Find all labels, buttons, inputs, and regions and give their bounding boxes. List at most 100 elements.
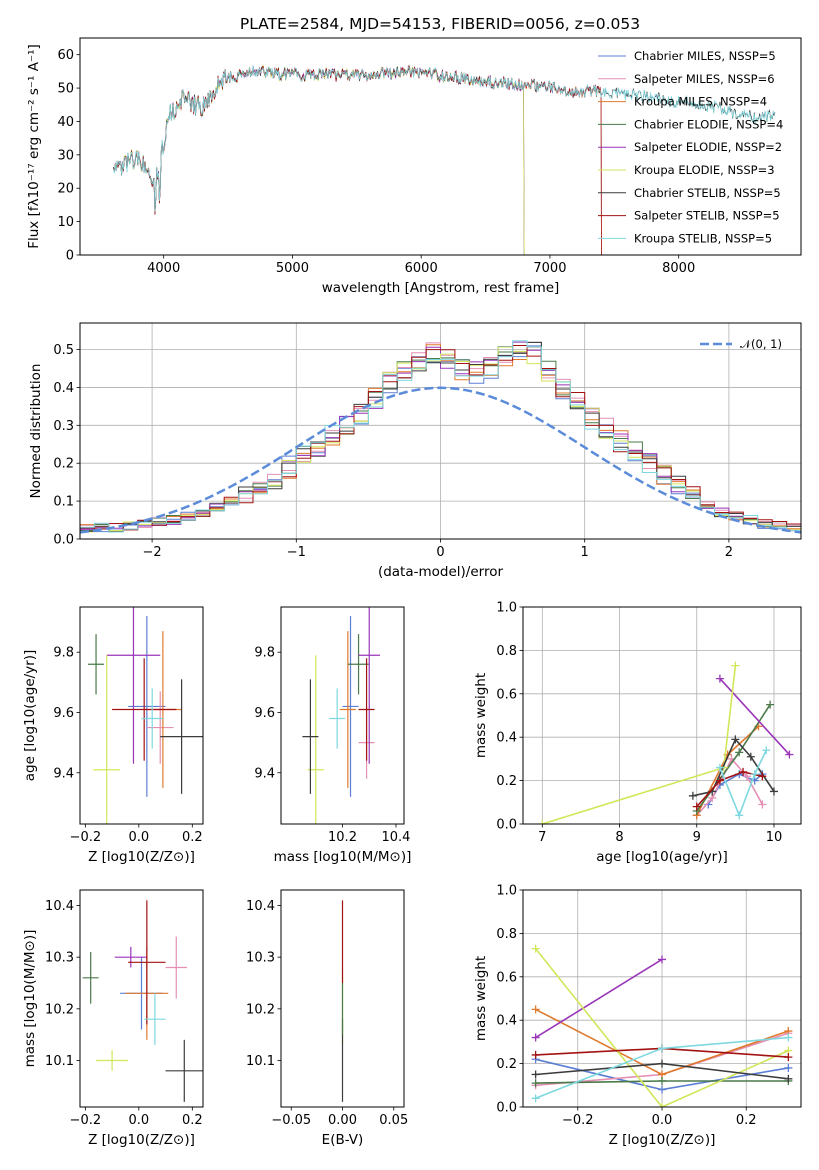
y-tick-label: 0.0	[496, 1101, 517, 1116]
z-weight-panel: −0.2 0.0 0.2 0.0 0.2 0.4 0.6 0.8 1.0 Z [log10(Z/Z…	[473, 884, 802, 1148]
weight-marker	[784, 1053, 793, 1062]
x-tick-label: 0.0	[652, 1113, 673, 1128]
x-tick-label: −0.2	[70, 830, 102, 845]
legend-label: Kroupa STELIB, NSSP=5	[634, 231, 772, 245]
y-tick-label: 9.4	[53, 766, 74, 781]
legend-label: Chabrier ELODIE, NSSP=4	[634, 117, 783, 131]
weight-series-line	[719, 678, 790, 756]
weight-marker	[784, 1063, 793, 1072]
legend-label: Kroupa MILES, NSSP=4	[634, 95, 767, 109]
x-axis-label: mass [log10(M/M⊙)]	[274, 849, 412, 865]
x-tick-label: 0.2	[182, 830, 203, 845]
weight-marker	[762, 746, 771, 755]
axes-frame	[79, 606, 204, 825]
y-tick-label: 0	[66, 249, 74, 264]
axes-frame	[79, 322, 802, 540]
weight-marker	[739, 767, 748, 776]
weight-marker	[658, 1085, 666, 1094]
weight-marker	[658, 1059, 666, 1068]
weight-series-line	[719, 749, 768, 818]
legend-label: Salpeter STELIB, NSSP=5	[634, 209, 780, 223]
y-tick-label: 10	[57, 215, 74, 230]
weight-marker	[531, 1050, 540, 1059]
y-tick-label: 0.4	[496, 731, 517, 746]
histogram-step	[80, 340, 801, 533]
z-mass-panel: −0.2 0.0 0.2 10.1 10.2 10.3 10.4 Z [log10(Z/Z⊙)…	[22, 889, 204, 1148]
weight-marker	[735, 811, 744, 820]
weight-marker	[531, 1094, 540, 1103]
spectrum-line	[113, 65, 776, 212]
weight-marker	[735, 748, 744, 757]
x-axis-label: (data-model)/error	[378, 564, 504, 580]
x-tick-label: −0.05	[271, 1113, 311, 1128]
weight-marker	[531, 1070, 540, 1079]
x-tick-label: 0.2	[736, 1113, 757, 1128]
y-tick-label: 1.0	[496, 601, 517, 616]
x-tick-label: 0.05	[379, 1113, 408, 1128]
x-tick-label: 0.00	[328, 1113, 357, 1128]
x-tick-label: −2	[143, 545, 162, 560]
errorbars	[82, 900, 203, 1102]
weight-marker	[784, 1074, 793, 1083]
x-tick-label: 0.2	[182, 1113, 203, 1128]
y-axis-label: mass weight	[473, 956, 489, 1041]
y-axis-label: Flux [fλ10⁻¹⁷ erg cm⁻² s⁻¹ A⁻¹]	[26, 44, 42, 249]
histogram-step	[80, 346, 801, 533]
y-tick-label: 0.6	[496, 970, 517, 985]
y-tick-label: 10.4	[45, 899, 74, 914]
ebv-mass-panel: −0.05 0.00 0.05 10.1 10.2 10.3 10.4 E(B-V)	[246, 889, 408, 1148]
x-tick-label: 1	[581, 545, 589, 560]
y-tick-label: 10.2	[45, 1002, 74, 1017]
spectrum-lines	[113, 64, 776, 255]
axes-frame	[280, 889, 405, 1108]
x-tick-label: 6000	[405, 261, 438, 276]
legend-label: Salpeter ELODIE, NSSP=2	[634, 140, 782, 154]
spectrum-legend: Chabrier MILES, NSSP=5 Salpeter MILES, NS…	[598, 49, 783, 245]
x-tick-label: 2	[725, 545, 733, 560]
y-axis-label: mass weight	[473, 673, 489, 758]
x-tick-label: 0	[436, 545, 444, 560]
x-tick-label: 10.2	[328, 830, 357, 845]
x-tick-label: 8000	[662, 261, 695, 276]
weight-marker	[531, 1033, 540, 1042]
y-tick-label: 50	[57, 82, 74, 97]
histogram-legend: 𝒩(0, 1)	[700, 337, 782, 351]
y-tick-label: 0.3	[53, 419, 74, 434]
x-tick-label: 10	[766, 830, 783, 845]
x-axis-label: wavelength [Angstrom, rest frame]	[322, 280, 560, 296]
x-tick-label: 5000	[276, 261, 309, 276]
x-tick-label: 7	[538, 830, 546, 845]
y-tick-label: 0.6	[496, 687, 517, 702]
weight-marker	[784, 1033, 793, 1042]
y-tick-label: 9.6	[53, 706, 74, 721]
weight-marker	[758, 800, 767, 809]
x-axis-label: Z [log10(Z/Z⊙)]	[609, 1132, 716, 1148]
y-tick-label: 10.2	[246, 1002, 275, 1017]
legend-label: Kroupa ELODIE, NSSP=3	[634, 163, 775, 177]
y-tick-label: 40	[57, 115, 74, 130]
y-tick-label: 0.2	[496, 774, 517, 789]
x-axis-label: E(B-V)	[322, 1132, 364, 1148]
y-axis-label: age [log10(age/yr)]	[22, 650, 38, 782]
y-tick-label: 0.5	[53, 343, 74, 358]
x-tick-label: 4000	[147, 261, 180, 276]
weight-marker	[531, 944, 540, 953]
weight-marker	[658, 1076, 666, 1085]
weight-marker	[531, 1005, 540, 1014]
x-tick-label: −0.2	[70, 1113, 102, 1128]
weight-marker	[731, 735, 740, 744]
x-tick-label: 9	[693, 830, 701, 845]
x-tick-label: −0.2	[562, 1113, 594, 1128]
y-tick-label: 9.4	[254, 766, 275, 781]
y-tick-label: 0.4	[496, 1014, 517, 1029]
axes-frame	[522, 606, 802, 825]
weight-marker	[715, 776, 724, 785]
y-tick-label: 0.4	[53, 381, 74, 396]
age-weight-panel: 7 8 9 10 0.0 0.2 0.4 0.6 0.8 1.0 age [log10(age/yr…	[473, 601, 802, 865]
y-tick-label: 10.4	[246, 899, 275, 914]
errorbars	[88, 607, 203, 824]
y-tick-label: 10.3	[45, 951, 74, 966]
weight-marker	[746, 752, 755, 761]
weight-marker	[715, 674, 724, 683]
